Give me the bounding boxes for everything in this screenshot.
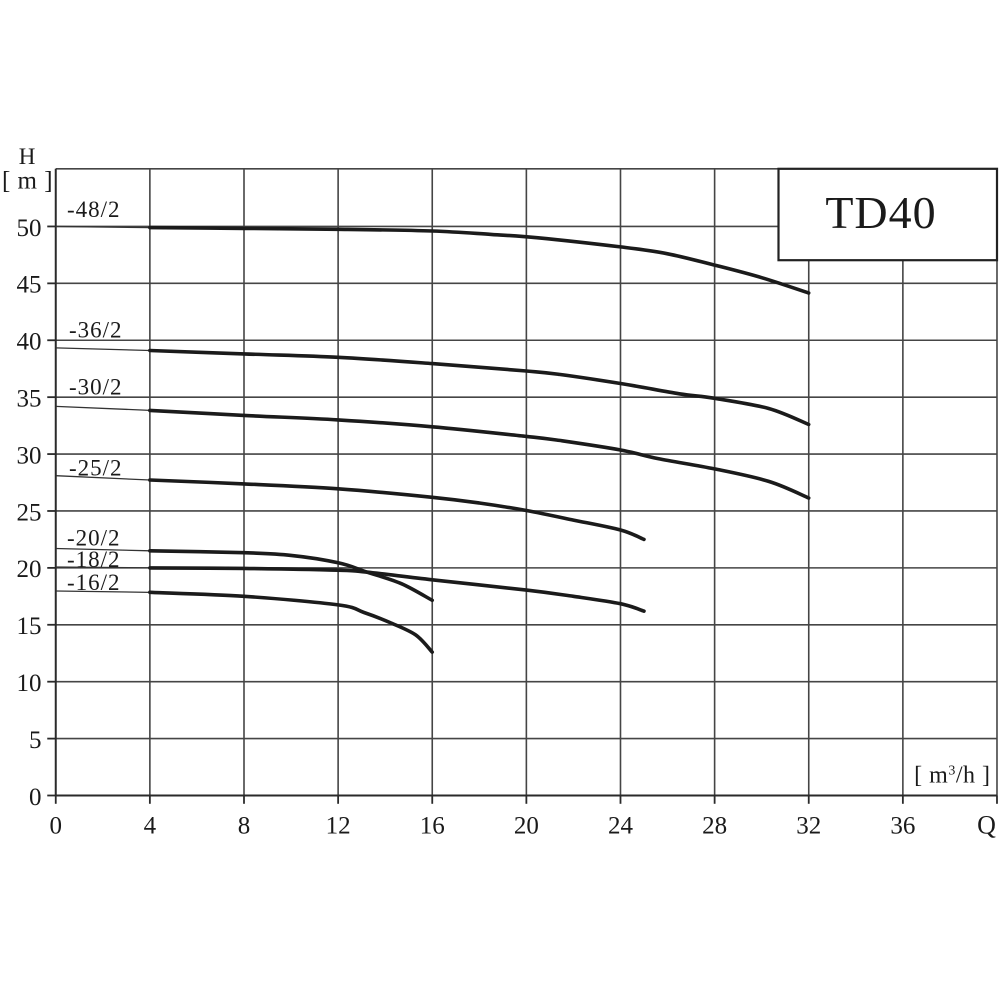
svg-text:12: 12	[326, 813, 351, 840]
svg-text:24: 24	[608, 813, 634, 840]
svg-text:45: 45	[17, 272, 42, 299]
svg-text:20: 20	[17, 556, 42, 583]
svg-text:50: 50	[17, 215, 42, 242]
svg-text:-18/2: -18/2	[67, 547, 121, 572]
svg-text:5: 5	[29, 727, 42, 754]
svg-text:H: H	[19, 144, 36, 169]
svg-text:15: 15	[17, 613, 42, 640]
svg-text:35: 35	[17, 386, 42, 413]
svg-text:8: 8	[238, 813, 251, 840]
svg-text:16: 16	[420, 813, 445, 840]
svg-text:36: 36	[890, 813, 915, 840]
svg-text:-36/2: -36/2	[69, 318, 123, 343]
svg-text:32: 32	[796, 813, 821, 840]
svg-text:-48/2: -48/2	[67, 197, 121, 222]
svg-text:0: 0	[29, 784, 42, 811]
svg-text:0: 0	[50, 813, 63, 840]
svg-text:30: 30	[17, 442, 42, 469]
svg-text:-20/2: -20/2	[67, 526, 121, 551]
svg-text:-16/2: -16/2	[67, 570, 121, 595]
svg-text:4: 4	[144, 813, 157, 840]
svg-text:28: 28	[702, 813, 727, 840]
svg-text:-25/2: -25/2	[69, 456, 123, 481]
svg-text:25: 25	[17, 499, 42, 526]
svg-text:TD40: TD40	[825, 187, 936, 238]
svg-text:-30/2: -30/2	[69, 375, 123, 400]
svg-text:10: 10	[17, 670, 42, 697]
svg-text:20: 20	[514, 813, 539, 840]
svg-text:40: 40	[17, 329, 42, 356]
svg-text:[ m ]: [ m ]	[2, 168, 53, 195]
svg-text:Q: Q	[977, 811, 996, 840]
